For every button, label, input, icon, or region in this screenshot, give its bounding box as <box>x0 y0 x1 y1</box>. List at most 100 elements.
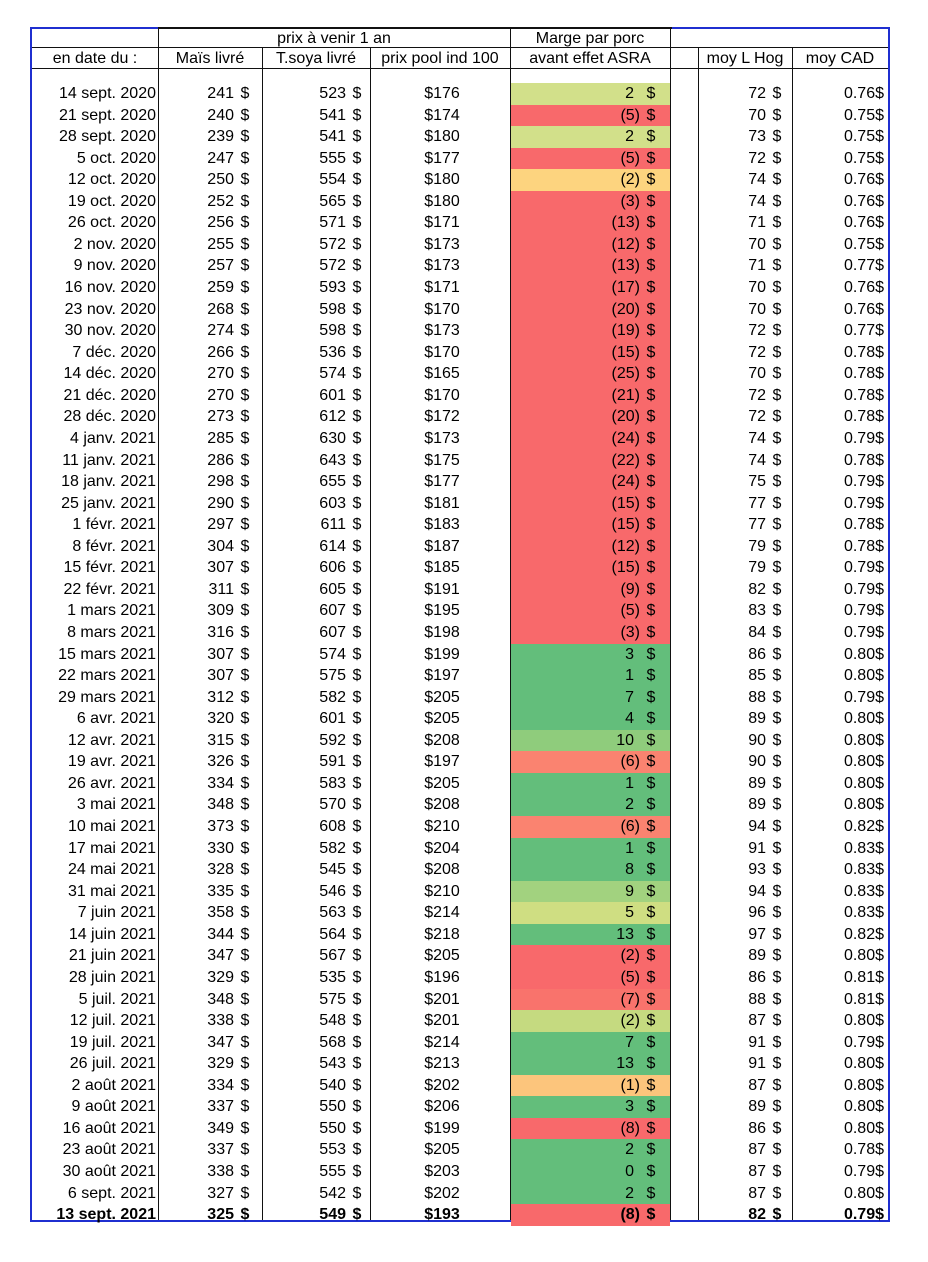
pool-cell: $191 <box>424 580 460 598</box>
soya-cell-value: 655 <box>319 473 346 491</box>
mais-cell-value: 274 <box>207 322 234 340</box>
date-cell: 30 nov. 2020 <box>64 322 156 340</box>
currency-symbol: $ <box>240 645 250 663</box>
currency-symbol: $ <box>240 818 250 836</box>
pool-cell: $198 <box>424 624 460 641</box>
cad-cell: 0.80$ <box>794 773 884 795</box>
cad-cell: 0.75$ <box>794 126 884 148</box>
currency-symbol: $ <box>240 171 250 189</box>
table-row: 26 avr. 2021 334 $583 $ $205 1 $89 $0.80$ <box>32 772 888 795</box>
hog-cell-value: 87 <box>748 1076 766 1094</box>
date-cell: 2 août 2021 <box>71 1076 156 1094</box>
mais-cell-value: 290 <box>207 494 234 512</box>
currency-symbol: $ <box>352 1206 362 1224</box>
currency-symbol: $ <box>352 774 362 792</box>
mais-cell: 247 $ <box>160 148 256 170</box>
mais-cell: 338 $ <box>160 1010 256 1032</box>
currency-symbol: $ <box>240 904 250 922</box>
currency-symbol: $ <box>352 904 362 922</box>
pool-cell: $187 <box>424 537 460 555</box>
mais-cell-value: 239 <box>207 128 234 146</box>
marge-cell: (15) $ <box>511 341 670 364</box>
marge-cell: (15) $ <box>511 514 670 536</box>
soya-cell-value: 543 <box>319 1055 346 1073</box>
currency-symbol: $ <box>875 1098 884 1116</box>
soya-cell-value: 643 <box>319 451 346 469</box>
mais-cell-value: 337 <box>207 1098 234 1116</box>
hog-cell: 86 $ <box>700 644 788 666</box>
mais-cell: 309 $ <box>160 600 256 622</box>
marge-cell: (15) $ <box>511 557 670 579</box>
table-row: 9 nov. 2020 257 $572 $ $173 (13) $71 $0.77$ <box>32 255 888 278</box>
hog-cell-value: 89 <box>748 774 766 792</box>
marge-cell-value: (5) <box>620 602 640 620</box>
cad-cell-value: 0.79 <box>843 624 876 641</box>
hog-cell: 89 $ <box>700 794 788 816</box>
currency-symbol: $ <box>875 1033 884 1051</box>
hog-cell: 72 $ <box>700 320 788 342</box>
marge-cell-value: (6) <box>620 753 640 771</box>
mais-cell-value: 328 <box>207 861 234 879</box>
mais-cell: 335 $ <box>160 881 256 903</box>
cad-cell-value: 0.80 <box>843 796 876 814</box>
table-row: 26 oct. 2020 256 $571 $ $171 (13) $71 $0.76$ <box>32 212 888 234</box>
currency-symbol: $ <box>772 818 782 836</box>
currency-symbol: $ <box>875 516 884 534</box>
mais-cell-value: 270 <box>207 386 234 404</box>
date-cell: 14 déc. 2020 <box>63 365 156 383</box>
marge-cell-value: (15) <box>611 559 640 577</box>
hog-cell-value: 88 <box>748 688 766 706</box>
cad-cell: 0.76$ <box>794 212 884 234</box>
mais-cell-value: 347 <box>207 947 234 965</box>
currency-symbol: $ <box>772 171 782 189</box>
soya-cell-value: 545 <box>319 861 346 879</box>
marge-cell: (2) $ <box>511 945 670 967</box>
marge-cell: (5) $ <box>511 600 670 622</box>
currency-symbol: $ <box>352 149 362 167</box>
pool-cell: $170 <box>424 386 460 404</box>
currency-symbol: $ <box>240 537 250 555</box>
table-row: 22 févr. 2021 311 $605 $ $191 (9) $82 $0.79$ <box>32 578 888 601</box>
cad-cell: 0.78$ <box>794 1139 884 1161</box>
currency-symbol: $ <box>240 365 250 383</box>
mais-cell: 326 $ <box>160 751 256 773</box>
currency-symbol: $ <box>240 580 250 598</box>
currency-symbol: $ <box>875 235 884 253</box>
cad-cell-value: 0.79 <box>843 1033 876 1051</box>
cad-cell: 0.80$ <box>794 945 884 967</box>
cad-cell-value: 0.80 <box>843 1184 876 1202</box>
currency-symbol: $ <box>772 904 782 922</box>
currency-symbol: $ <box>772 968 782 986</box>
pool-cell: $205 <box>424 774 460 792</box>
soya-cell: 541 $ <box>264 126 368 148</box>
hog-cell-value: 93 <box>748 861 766 879</box>
currency-symbol: $ <box>875 279 884 297</box>
soya-cell: 601 $ <box>264 385 368 407</box>
currency-symbol: $ <box>352 710 362 728</box>
cad-cell-value: 0.80 <box>843 1119 876 1137</box>
soya-cell: 572 $ <box>264 255 368 277</box>
table-row: 7 déc. 2020 266 $536 $ $170 (15) $72 $0.78$ <box>32 341 888 364</box>
marge-cell: (15) $ <box>511 492 670 515</box>
hog-cell-value: 96 <box>748 904 766 922</box>
hog-cell: 72 $ <box>700 342 788 364</box>
marge-cell-value: 2 <box>625 1141 634 1159</box>
hog-cell: 88 $ <box>700 687 788 709</box>
cad-cell: 0.77$ <box>794 255 884 277</box>
hog-cell-value: 89 <box>748 796 766 814</box>
table-row: 2 nov. 2020 255 $572 $ $173 (12) $70 $0.75$ <box>32 233 888 256</box>
currency-symbol: $ <box>875 1076 884 1094</box>
pool-cell: $172 <box>424 408 460 426</box>
date-cell: 28 juin 2021 <box>68 968 156 986</box>
currency-symbol: $ <box>772 688 782 706</box>
hog-cell-value: 74 <box>748 429 766 447</box>
pool-cell: $196 <box>424 968 460 986</box>
soya-cell: 545 $ <box>264 859 368 881</box>
currency-symbol: $ <box>240 343 250 361</box>
mais-cell: 344 $ <box>160 924 256 946</box>
date-cell: 9 août 2021 <box>71 1098 156 1116</box>
table-row: 7 juin 2021 358 $563 $ $214 5 $96 $0.83$ <box>32 902 888 924</box>
cad-cell: 0.80$ <box>794 1075 884 1097</box>
cad-cell: 0.83$ <box>794 902 884 924</box>
currency-symbol: $ <box>646 257 656 275</box>
